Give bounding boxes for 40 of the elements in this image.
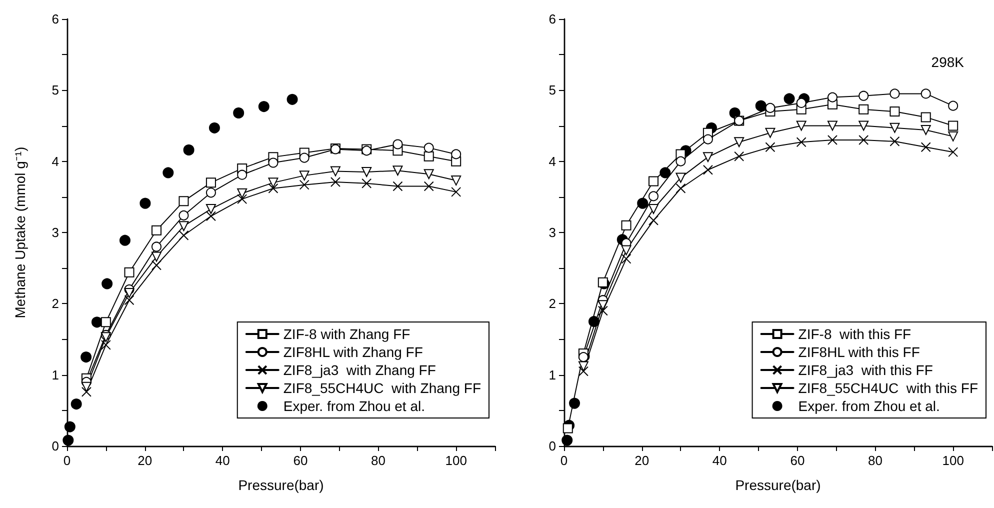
y-tick-label: 3 [548, 225, 556, 240]
y-tick-label: 0 [52, 438, 59, 454]
y-tick-label: 5 [52, 82, 59, 98]
annotation: 298K [931, 54, 965, 70]
y-tick-label: 6 [548, 12, 556, 26]
x-tick-label: 20 [634, 453, 650, 468]
x-tick-label: 40 [712, 453, 727, 468]
legend-label: ZIF8HL with this FF [798, 344, 920, 360]
x-axis-title: Pressure(bar) [735, 477, 821, 493]
x-tick-label: 80 [371, 453, 386, 468]
y-tick-label: 3 [52, 225, 59, 240]
x-tick-label: 60 [790, 453, 805, 468]
legend-label: ZIF-8 with Zhang FF [283, 326, 410, 342]
legend-label: ZIF8HL with Zhang FF [283, 344, 423, 360]
y-tick-label: 1 [548, 367, 556, 382]
x-tick-label: 80 [868, 453, 883, 468]
legend-label: ZIF8_ja3 with Zhang FF [283, 362, 436, 378]
legend-label: ZIF8_55CH4UC with this FF [798, 380, 978, 396]
x-tick-label: 100 [942, 453, 964, 468]
y-tick-label: 4 [548, 154, 556, 169]
legend-label: ZIF-8 with this FF [798, 326, 912, 342]
y-tick-label: 2 [52, 296, 59, 312]
y-axis-title: Methane Uptake (mmol g⁻¹) [12, 146, 28, 318]
y-tick-label: 5 [548, 82, 556, 98]
legend-label: ZIF8_55CH4UC with Zhang FF [283, 380, 482, 396]
legend-label: ZIF8_ja3 with this FF [798, 362, 933, 378]
x-tick-label: 40 [215, 453, 230, 468]
y-tick-label: 6 [52, 12, 59, 26]
x-tick-label: 60 [293, 453, 308, 468]
y-tick-label: 4 [52, 154, 59, 169]
x-tick-label: 20 [138, 453, 152, 468]
legend-label: Exper. from Zhou et al. [798, 398, 940, 414]
y-tick-label: 2 [548, 296, 556, 312]
x-tick-label: 100 [445, 453, 467, 468]
legend-label: Exper. from Zhou et al. [283, 398, 426, 414]
x-axis-title: Pressure(bar) [238, 477, 324, 493]
y-tick-label: 0 [548, 438, 556, 454]
x-tick-label: 0 [63, 453, 71, 468]
x-tick-label: 0 [560, 453, 568, 468]
y-tick-label: 1 [52, 367, 59, 382]
